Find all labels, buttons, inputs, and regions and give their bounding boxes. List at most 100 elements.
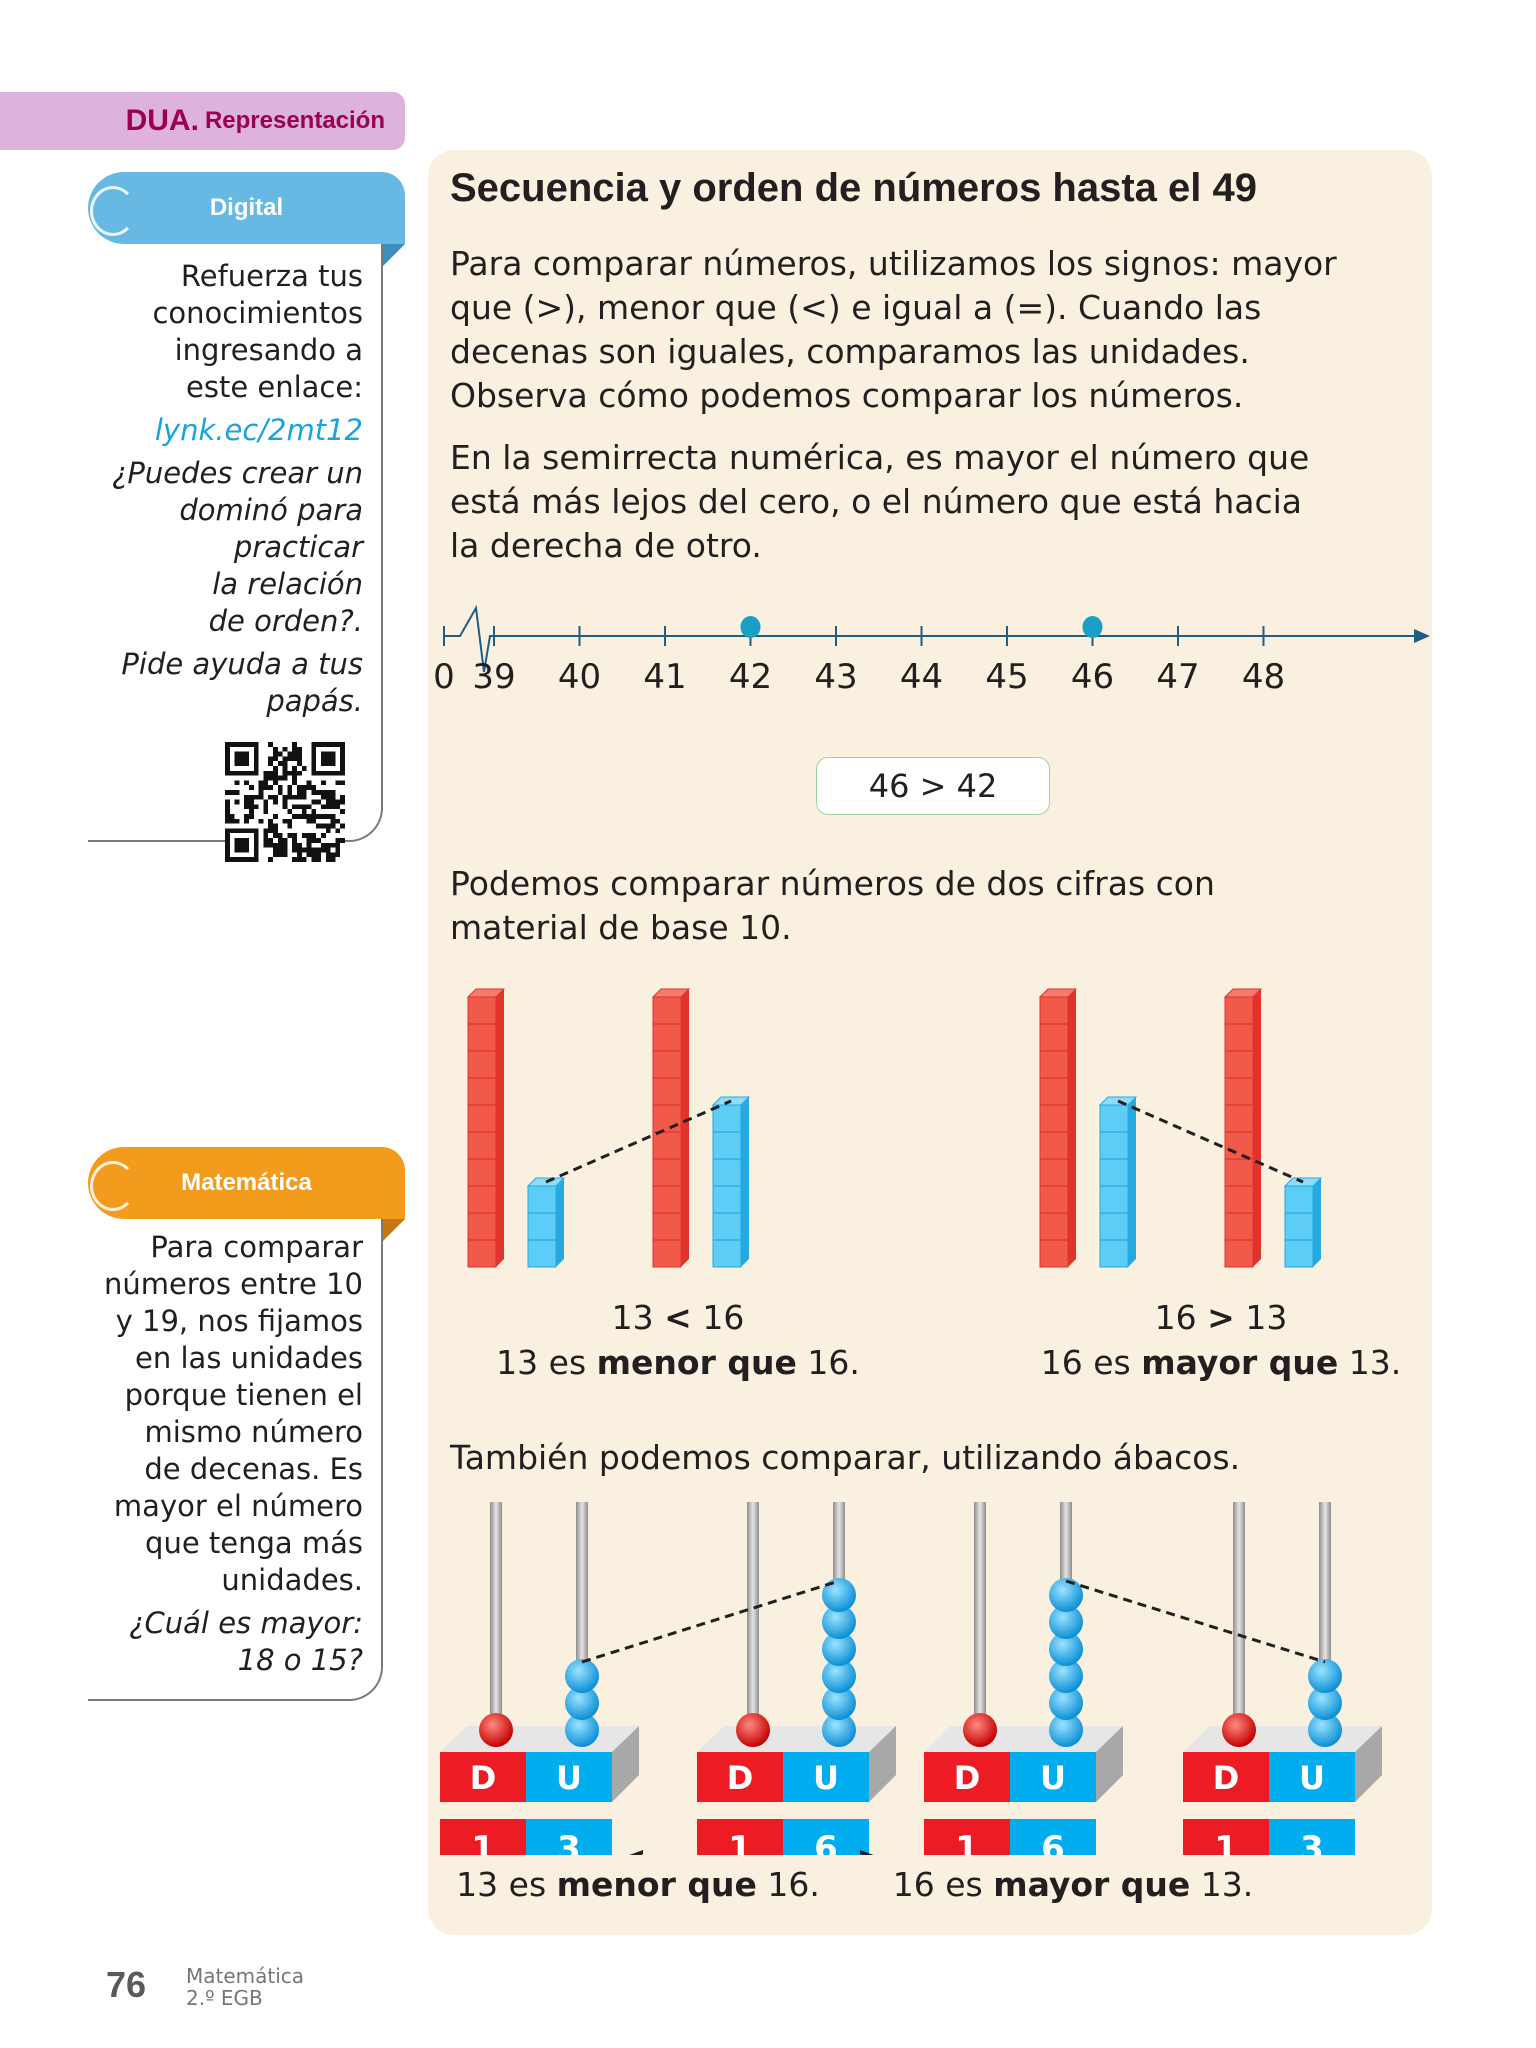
qr-module (292, 794, 297, 800)
block-side (1128, 1097, 1136, 1267)
qr-module (316, 823, 321, 829)
label-d-cell (697, 1752, 783, 1802)
qr-module (244, 780, 249, 786)
text-line: ¿Puedes crear un (111, 456, 363, 490)
qr-module (258, 785, 264, 790)
qr-module (282, 852, 288, 858)
digit-u-cell (1010, 1819, 1096, 1855)
abacus-base-side (1355, 1726, 1382, 1802)
digital-card-header: Digital (88, 172, 405, 266)
less-than-sign: < (608, 1834, 648, 1855)
text-line: dominó para (179, 493, 363, 527)
qr-module (244, 814, 249, 819)
qr-module (268, 818, 273, 824)
qr-module (287, 833, 293, 838)
qr-module (282, 838, 288, 843)
qr-module (297, 785, 302, 790)
qr-module (297, 852, 302, 858)
tens-digit: 1 (471, 1829, 495, 1855)
abacus-illustration: D U 1 3 D U 1 6 D U 1 6 D U 1 3 < > (440, 1502, 1382, 1855)
qr-module (330, 814, 336, 819)
tens-digit: 1 (1214, 1829, 1238, 1855)
qr-module (273, 775, 278, 781)
qr-module (268, 761, 273, 766)
unit-bead (565, 1686, 599, 1720)
qr-module (282, 770, 288, 776)
qr-module (268, 742, 273, 747)
label-d-cell (1183, 1752, 1269, 1802)
qr-module (340, 823, 345, 829)
qr-module (301, 857, 307, 862)
qr-module (306, 814, 312, 819)
base10-paragraph: Podemos comparar números de dos cifras c… (450, 862, 1215, 950)
qr-module (335, 838, 341, 843)
tens-pole (490, 1502, 502, 1714)
marked-point-46 (1082, 616, 1103, 638)
abacus-sentence-right: 16 es mayor que 13. (848, 1865, 1298, 1904)
units-digit: 6 (1041, 1829, 1065, 1855)
block-face (1284, 1185, 1314, 1268)
tens-digit: 1 (728, 1829, 752, 1855)
qr-module (287, 790, 293, 795)
lesson-card: Secuencia y orden de números hasta el 49… (428, 150, 1432, 1935)
qr-module (340, 799, 345, 805)
qr-module (268, 857, 273, 862)
text-line: ¿Cuál es mayor: (129, 1606, 363, 1640)
qr-module (273, 823, 278, 829)
qr-module (268, 842, 273, 848)
qr-module (340, 794, 345, 800)
unit-bead (1049, 1686, 1083, 1720)
qr-module (268, 785, 273, 790)
digit-u-cell (526, 1819, 612, 1855)
qr-module (282, 756, 288, 762)
text: 13. (1338, 1343, 1402, 1382)
greater-than-sign: > (1207, 1298, 1235, 1337)
unit-bead (822, 1632, 856, 1666)
text-line: en las unidades (135, 1341, 363, 1375)
abacus-paragraph: También podemos comparar, utilizando ába… (450, 1436, 1240, 1480)
qr-module (325, 814, 331, 819)
tick-label: 43 (814, 657, 857, 697)
text: 13 es (456, 1865, 557, 1904)
qr-finder-core (321, 751, 336, 766)
qr-module (340, 809, 345, 814)
qr-module (277, 838, 283, 843)
qr-module (297, 756, 302, 762)
qr-module (268, 794, 273, 800)
abacus: D U 1 3 (440, 1502, 639, 1855)
text-line: Para comparar números, utilizamos los si… (450, 244, 1337, 283)
qr-code[interactable] (225, 742, 345, 862)
qr-module (244, 818, 249, 824)
qr-module (325, 857, 331, 862)
qr-module (273, 799, 278, 805)
comparison-dashed-line (581, 1579, 840, 1664)
footer-subject: Matemática (186, 1964, 305, 1988)
qr-module (321, 842, 326, 848)
qr-module (263, 780, 269, 786)
qr-module (335, 852, 341, 858)
text-line: está más lejos del cero, o el número que… (450, 482, 1302, 521)
qr-module (321, 833, 326, 838)
qr-module (301, 847, 307, 853)
qr-module (249, 785, 254, 790)
text-line: conocimientos (152, 296, 363, 330)
qr-module (321, 780, 326, 786)
digital-card-body: Refuerza tus conocimientos ingresando a … (88, 244, 383, 862)
qr-module (306, 852, 312, 858)
dua-label: DUA. (125, 104, 199, 137)
qr-module (273, 828, 278, 834)
label-u-cell (1269, 1752, 1355, 1802)
text-line: de orden?. (208, 604, 363, 638)
block-sentence-left: 13 es menor que 16. (468, 1343, 888, 1382)
units-rod (526, 1177, 566, 1268)
units-label: U (813, 1759, 839, 1797)
qr-module (325, 804, 331, 810)
digit-d-cell (440, 1819, 526, 1855)
qr-module (335, 804, 341, 810)
qr-module (244, 804, 249, 810)
math-card-title: Matemática (181, 1169, 312, 1196)
tens-rod (1223, 988, 1263, 1268)
block-face (527, 1185, 557, 1268)
qr-module (340, 838, 345, 843)
digital-link[interactable]: lynk.ec/2mt12 (154, 413, 363, 447)
